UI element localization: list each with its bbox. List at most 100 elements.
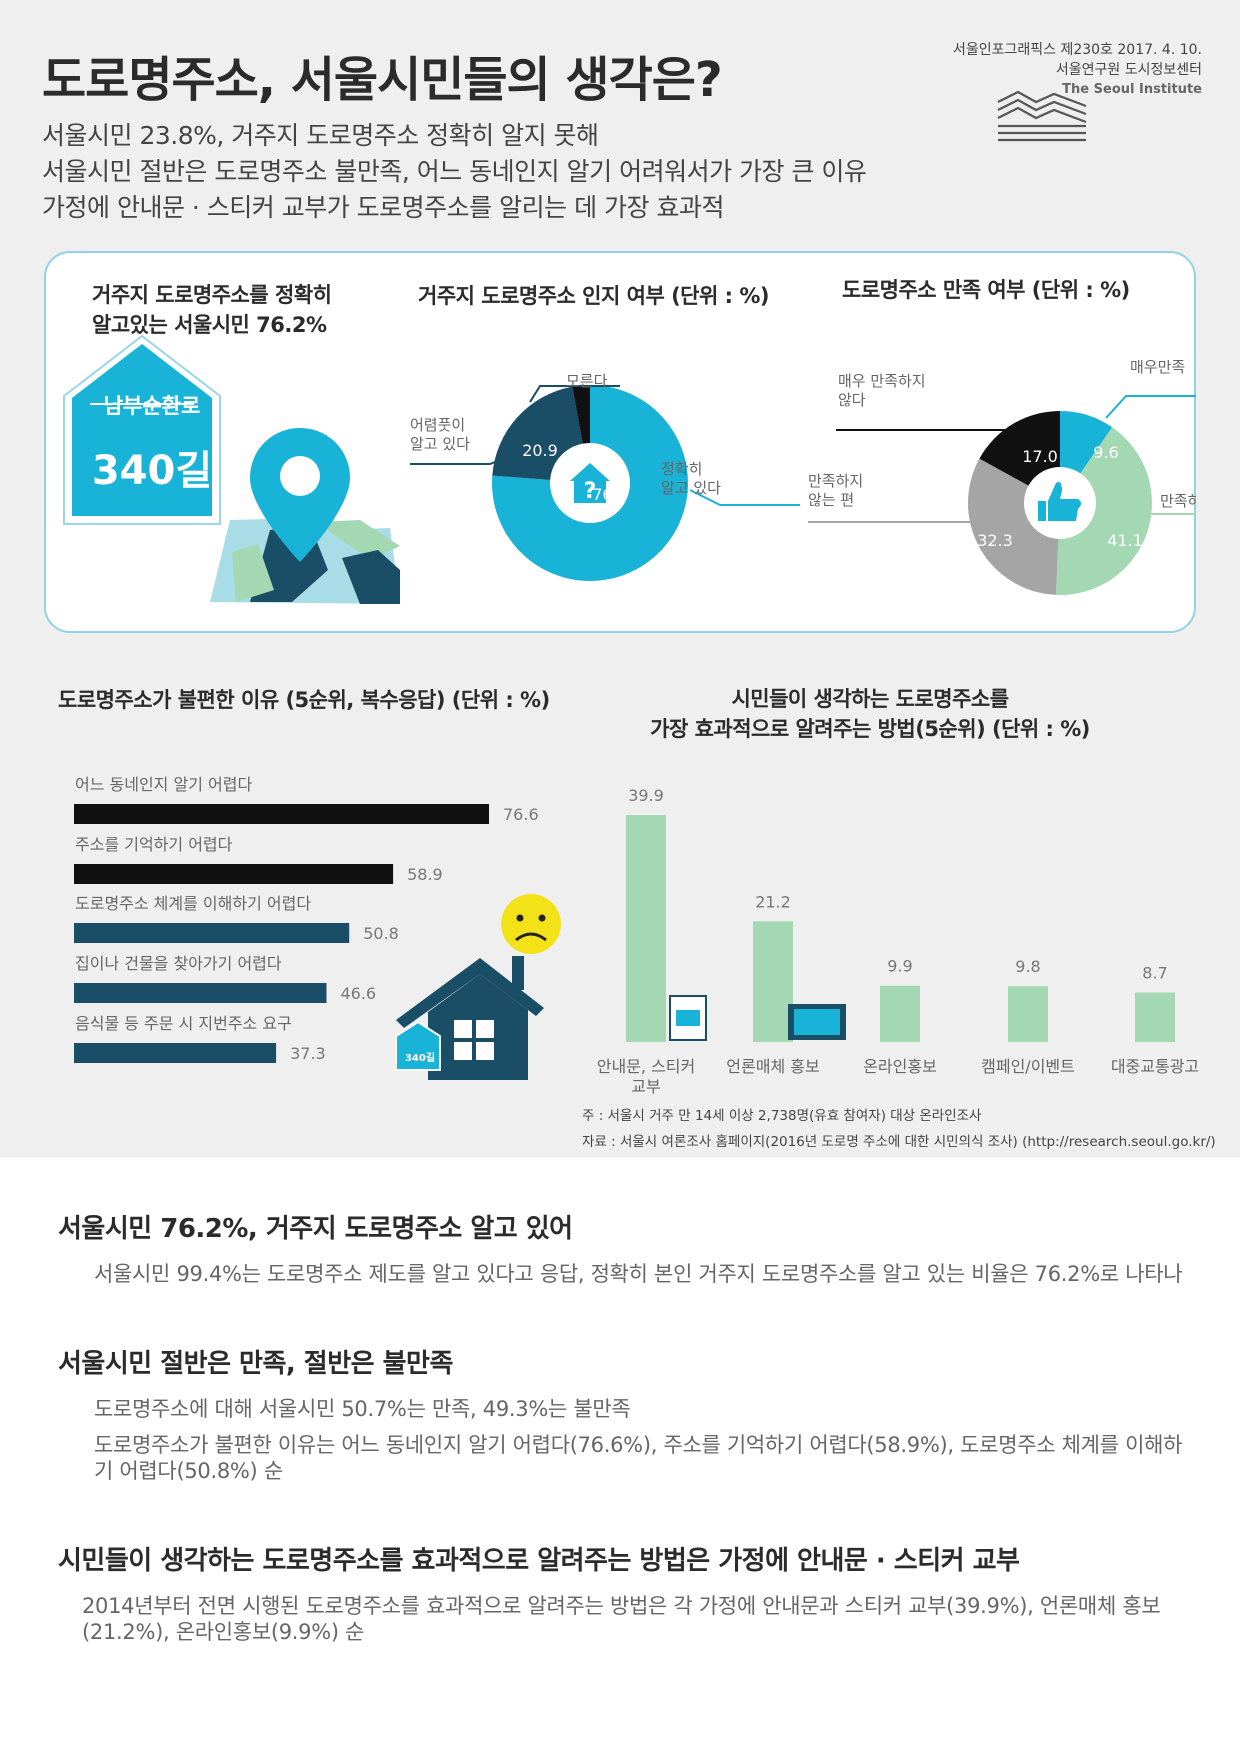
bar: [880, 985, 920, 1042]
sad-face-icon: [501, 894, 561, 954]
summary-section: 서울시민 76.2%, 거주지 도로명주소 알고 있어 서울시민 99.4%는 …: [58, 1208, 1198, 1645]
thumb-hand: [1048, 482, 1081, 521]
slice-value: 17.0: [1022, 447, 1058, 466]
sign-road-name: 남부순환로: [103, 394, 201, 418]
survey-note: 주 : 서울시 거주 만 14세 이상 2,738명(유효 참여자) 대상 온라…: [582, 1108, 982, 1124]
bar-category-label: 도로명주소 체계를 이해하기 어렵다: [75, 894, 311, 913]
location-pin-icon: [250, 428, 350, 562]
highlight-heading: 거주지 도로명주소를 정확히 알고있는 서울시민 76.2%: [92, 280, 332, 340]
summary-paragraph: 도로명주소가 불편한 이유는 어느 동네인지 알기 어렵다(76.6%), 주소…: [94, 1433, 1183, 1483]
house-illustration: [396, 894, 561, 1080]
source-note: 자료 : 서울시 여론조사 홈페이지(2016년 도로명 주소에 대한 시민의식…: [582, 1134, 1216, 1150]
page-title: 도로명주소, 서울시민들의 생각은?: [42, 52, 723, 108]
slice-label: 어렴풋이: [410, 416, 465, 434]
summary-paragraph: 서울시민 99.4%는 도로명주소 제도를 알고 있다고 응답, 정확히 본인 …: [94, 1262, 1183, 1286]
summary-heading: 서울시민 76.2%, 거주지 도로명주소 알고 있어: [58, 1214, 573, 1244]
seoul-institute-logo: [997, 90, 1087, 142]
publication-meta: 서울인포그래픽스 제230호 2017. 4. 10. 서울연구원 도시정보센터…: [953, 40, 1202, 100]
question-mark: ?: [584, 479, 597, 504]
pie1-title: 거주지 도로명주소 인지 여부 (단위 : %): [418, 284, 769, 308]
slice-label: 만족하지: [808, 472, 863, 490]
sticker-plate: [676, 1010, 700, 1026]
vbar-title: 시민들이 생각하는 도로명주소를 가장 효과적으로 알려주는 방법(5순위) (…: [600, 684, 1140, 744]
highlight-line1: 거주지 도로명주소를 정확히: [92, 283, 332, 307]
bar-value-label: 9.9: [887, 957, 912, 976]
slice-label: 만족하는 편: [1160, 492, 1196, 510]
slice-label: 않는 편: [808, 491, 854, 509]
bar-value-label: 9.8: [1015, 957, 1040, 976]
subtitle-block: 서울시민 23.8%, 거주지 도로명주소 정확히 알지 못해 서울시민 절반은…: [42, 118, 867, 226]
org-name: 서울연구원 도시정보센터: [1055, 62, 1202, 78]
bar-category-label: 교부: [631, 1077, 660, 1096]
bar: [753, 921, 793, 1042]
hbar-title: 도로명주소가 불편한 이유 (5순위, 복수응답) (단위 : %): [58, 688, 550, 712]
monitor-screen: [794, 1009, 840, 1035]
bar-value-label: 21.2: [755, 892, 791, 911]
summary-heading: 서울시민 절반은 만족, 절반은 불만족: [58, 1349, 453, 1379]
map-icon: [210, 518, 400, 604]
vbar-title-line2: 가장 효과적으로 알려주는 방법(5순위) (단위 : %): [650, 717, 1090, 741]
slice-value: 20.9: [522, 441, 558, 460]
leader-line: [529, 385, 620, 403]
bar-value-label: 8.7: [1142, 964, 1167, 983]
tv-monitor-icon: [788, 1004, 846, 1040]
slice-value: 41.1: [1107, 531, 1143, 550]
bar-value-label: 76.6: [503, 805, 539, 824]
org-name-en: The Seoul Institute: [1062, 82, 1202, 97]
plate-number: 340길: [404, 1053, 436, 1064]
slice-label: 알고 있다: [661, 479, 721, 497]
inconvenience-bar-chart: 어느 동네인지 알기 어렵다 76.6 주소를 기억하기 어렵다 58.9 도로명주소 …: [74, 775, 539, 1063]
issue-label: 서울인포그래픽스 제230호 2017. 4. 10.: [952, 42, 1202, 58]
bar: [74, 804, 489, 824]
slice-value: 76.2: [592, 485, 628, 504]
donut-slice: [1055, 427, 1152, 595]
bar-category-label: 음식물 등 주문 시 지번주소 요구: [75, 1014, 292, 1033]
notice-sticker-icon: [669, 995, 707, 1041]
bar-category-label: 대중교통광고: [1111, 1057, 1199, 1076]
leader-line: [1105, 395, 1196, 419]
bar-value-label: 58.9: [407, 865, 443, 884]
bar-value-label: 37.3: [290, 1044, 326, 1063]
subtitle-line: 서울시민 절반은 도로명주소 불만족, 어느 동네인지 알기 어려워서가 가장 …: [42, 157, 867, 186]
bar: [74, 1043, 277, 1063]
thumbs-up-icon: [1038, 482, 1081, 521]
thumb-cuff: [1038, 501, 1046, 521]
bar-category-label: 캠페인/이벤트: [981, 1057, 1075, 1076]
summary-paragraph: 2014년부터 전면 시행된 도로명주소를 효과적으로 알려주는 방법은 각 가…: [82, 1594, 1161, 1644]
bar-category-label: 어느 동네인지 알기 어렵다: [75, 775, 252, 794]
house-icon: [396, 956, 544, 1080]
leader-line: [689, 489, 800, 506]
highlight-line2: 알고있는 서울시민 76.2%: [92, 313, 327, 337]
bar: [74, 864, 394, 884]
slice-label: 모른다: [566, 372, 608, 390]
house-sign-icon: [63, 334, 221, 525]
bar-category-label: 주소를 기억하기 어렵다: [75, 835, 233, 854]
house-shape: [570, 463, 610, 503]
sign-road-number: 340길: [91, 448, 213, 494]
slice-value: 32.3: [977, 531, 1013, 550]
slice-label: 정확히: [661, 460, 702, 478]
bar: [626, 815, 666, 1042]
bar: [1135, 992, 1175, 1042]
bar-category-label: 언론매체 홍보: [726, 1057, 819, 1076]
pie2-title: 도로명주소 만족 여부 (단위 : %): [842, 278, 1130, 302]
bar-category-label: 집이나 건물을 찾아가기 어렵다: [75, 954, 282, 973]
bar-category-label: 온라인홍보: [863, 1057, 937, 1076]
leader-line: [836, 429, 1031, 441]
vbar-title-line1: 시민들이 생각하는 도로명주소를: [731, 687, 1009, 711]
slice-label: 매우 만족하지: [838, 372, 926, 390]
bar-value-label: 46.6: [340, 984, 376, 1003]
slice-value: 9.6: [1093, 443, 1118, 462]
bar-value-label: 39.9: [628, 786, 664, 805]
bar-value-label: 50.8: [363, 924, 399, 943]
summary-heading: 시민들이 생각하는 도로명주소를 효과적으로 알려주는 방법은 가정에 안내문 …: [58, 1546, 1020, 1576]
house-question-icon: ?: [570, 463, 610, 504]
leader-line: [808, 521, 991, 533]
slice-label: 않다: [838, 391, 866, 409]
bar: [74, 923, 350, 943]
slice-label: 매우만족: [1130, 360, 1185, 376]
subtitle-line: 서울시민 23.8%, 거주지 도로명주소 정확히 알지 못해: [42, 121, 599, 150]
